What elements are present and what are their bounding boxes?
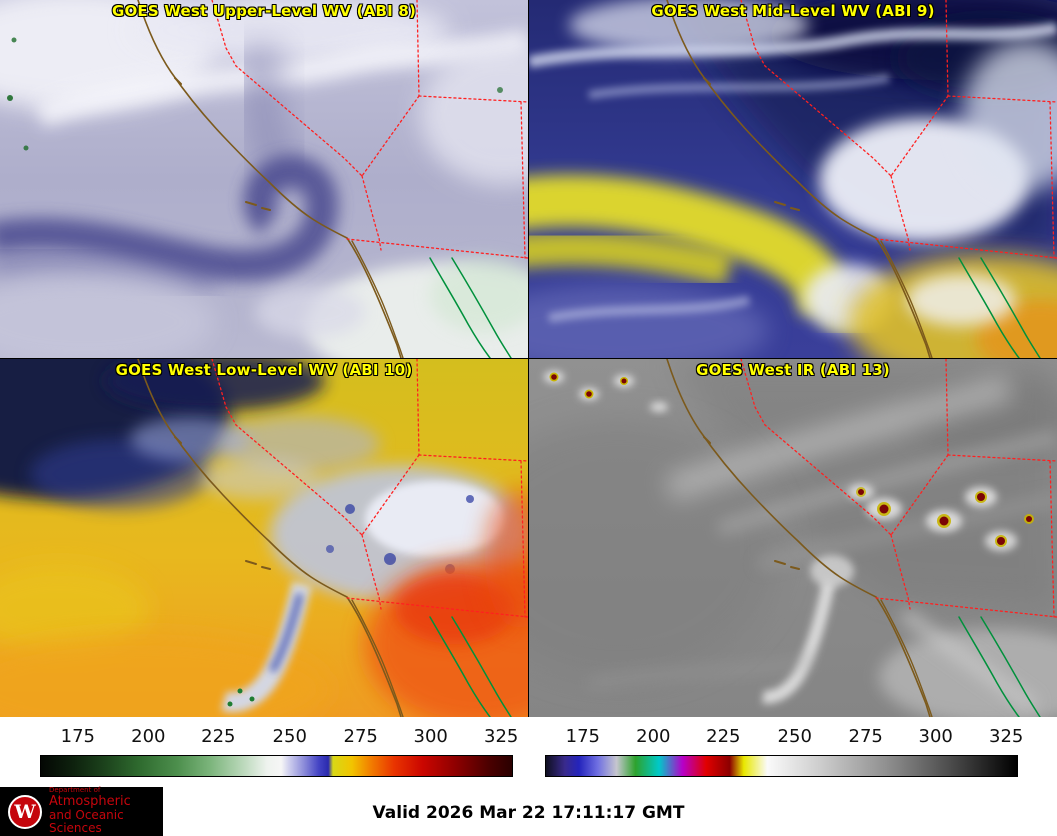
logo-dept-line: Department of [49,786,101,795]
panel-upper-level-wv: GOES West Upper-Level WV (ABI 8) [0,0,528,358]
panel-title-abi9: GOES West Mid-Level WV (ABI 9) [651,2,935,20]
uw-aos-logo: W Department of Atmospheric and Oceanic … [0,787,163,836]
tick-label: 275 [848,726,883,747]
tick-label: 250 [272,726,307,747]
tick-label: 300 [918,726,953,747]
tick-label: 225 [706,726,741,747]
storm-speckles [848,484,1034,551]
tick-label: 175 [565,726,601,747]
panel-title-abi8: GOES West Upper-Level WV (ABI 8) [111,2,417,20]
panel-title-abi13: GOES West IR (ABI 13) [696,361,890,379]
panel-low-level-wv: GOES West Low-Level WV (ABI 10) [0,359,528,717]
tick-label: 325 [988,726,1024,747]
wv-colorbar-gradient [40,755,513,777]
satellite-image-abi13 [529,359,1057,717]
satellite-image-abi10 [0,359,528,717]
satellite-image-abi9 [529,0,1057,358]
satellite-image-abi8 [0,0,528,358]
tick-label: 200 [131,726,166,747]
tick-label: 200 [636,726,671,747]
panel-title-abi10: GOES West Low-Level WV (ABI 10) [115,361,413,379]
valid-time-label: Valid 2026 Mar 22 17:11:17 GMT [372,803,685,823]
logo-text: Department of Atmospheric and Oceanic Sc… [49,786,155,836]
tick-label: 225 [201,726,236,747]
tick-label: 175 [60,726,96,747]
wv-colorbar: 175 200 225 250 275 300 325 [0,717,528,785]
colorbar-section: 175 200 225 250 275 300 325 175 200 225 … [0,717,1057,785]
uw-crest-icon: W [8,794,42,829]
ir-colorbar: 175 200 225 250 275 300 325 [529,717,1057,785]
tick-label: 325 [483,726,519,747]
tick-label: 300 [413,726,448,747]
footer: W Department of Atmospheric and Oceanic … [0,785,1057,836]
logo-name-line1: Atmospheric [49,794,131,809]
logo-name-line2: and Oceanic Sciences [49,808,124,836]
ir-colorbar-gradient [545,755,1018,777]
panel-grid: GOES West Upper-Level WV (ABI 8) [0,0,1057,717]
tick-label: 250 [777,726,812,747]
ocean-speckles [544,371,668,412]
panel-ir: GOES West IR (ABI 13) [529,359,1057,717]
wv-colorbar-ticks: 175 200 225 250 275 300 325 [40,723,519,747]
tick-label: 275 [343,726,378,747]
panel-mid-level-wv: GOES West Mid-Level WV (ABI 9) [529,0,1057,358]
ir-colorbar-ticks: 175 200 225 250 275 300 325 [545,723,1024,747]
